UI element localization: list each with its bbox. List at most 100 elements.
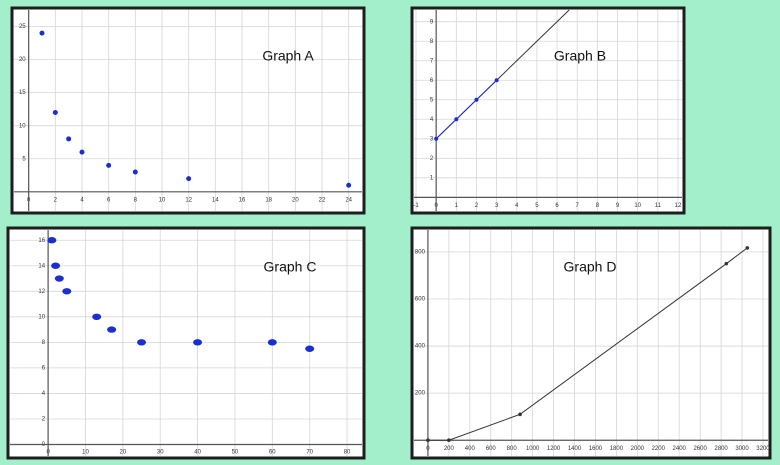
x-tick-label: 80	[344, 450, 351, 456]
chart-panel: 0200400600800100012001400160018002000220…	[410, 226, 772, 460]
chart-panel: -10123456789101112123456789Graph B	[410, 6, 686, 215]
x-tick-label: 30	[157, 450, 164, 456]
x-tick-label: 70	[306, 450, 313, 456]
point	[107, 326, 117, 333]
x-tick-label: 800	[507, 446, 518, 452]
x-tick-label: 200	[444, 446, 455, 452]
y-tick-label: 12	[38, 289, 45, 295]
x-tick-label: 400	[465, 446, 476, 452]
chart-panel: 024681012141618202224510152025Graph A	[10, 6, 366, 215]
y-tick-label: 10	[38, 314, 45, 320]
y-tick-label: 1	[430, 175, 434, 181]
x-tick-label: 1200	[547, 446, 561, 452]
x-tick-label: 600	[486, 446, 497, 452]
point	[132, 169, 138, 175]
y-tick-label: 9	[430, 19, 434, 25]
point	[267, 339, 277, 346]
point	[474, 97, 479, 102]
point	[79, 149, 85, 155]
x-tick-label: 2400	[673, 446, 687, 452]
y-tick-label: 14	[38, 263, 45, 269]
x-tick-label: 1	[455, 203, 459, 209]
y-tick-label: 6	[430, 78, 434, 84]
x-tick-label: 14	[212, 197, 219, 203]
x-tick-label: 2800	[714, 446, 728, 452]
x-tick-label: 18	[265, 197, 272, 203]
y-tick-label: 3	[430, 136, 434, 142]
x-tick-label: 10	[159, 197, 166, 203]
chart-title: Graph A	[262, 48, 314, 64]
x-tick-label: 8	[134, 197, 138, 203]
point	[518, 412, 522, 417]
x-tick-label: 2600	[693, 446, 707, 452]
x-tick-label: 2	[475, 203, 479, 209]
y-tick-label: 8	[42, 340, 46, 346]
y-tick-label: 25	[19, 24, 26, 30]
x-tick-label: 50	[232, 450, 239, 456]
y-tick-label: 600	[415, 297, 426, 303]
y-tick-label: 2	[42, 417, 46, 423]
x-tick-label: 2	[54, 197, 58, 203]
chart-panel: 010203040506070800246810121416Graph C	[6, 226, 366, 460]
panel-frame	[410, 226, 772, 460]
x-tick-label: 6	[555, 203, 559, 209]
point	[137, 339, 147, 346]
x-tick-label: 2000	[631, 446, 645, 452]
x-tick-label: 3	[495, 203, 499, 209]
x-tick-label: 24	[345, 197, 352, 203]
line	[435, 79, 497, 140]
point	[106, 162, 112, 168]
x-tick-label: 12	[675, 203, 682, 209]
point	[52, 109, 58, 115]
x-tick-label: 40	[194, 450, 201, 456]
x-tick-label: 60	[269, 450, 276, 456]
y-tick-label: 20	[19, 57, 26, 63]
y-tick-label: 200	[415, 391, 426, 397]
x-tick-label: 5	[535, 203, 539, 209]
panel-frame	[10, 6, 366, 215]
point	[51, 262, 61, 269]
x-tick-label: -1	[413, 203, 419, 209]
point	[346, 182, 352, 188]
x-tick-label: 10	[82, 450, 89, 456]
point	[454, 117, 459, 122]
chart-title: Graph C	[264, 259, 317, 275]
x-tick-label: 1600	[589, 446, 603, 452]
y-tick-label: 5	[22, 156, 26, 162]
point	[724, 261, 729, 266]
x-tick-label: 16	[239, 197, 246, 203]
x-tick-label: 6	[107, 197, 111, 203]
panel-frame	[6, 226, 366, 460]
y-tick-label: 16	[38, 238, 45, 244]
x-tick-label: 8	[596, 203, 600, 209]
x-tick-label: 10	[634, 203, 641, 209]
x-tick-label: 4	[515, 203, 519, 209]
x-tick-label: 3200	[756, 446, 770, 452]
point	[494, 78, 499, 83]
x-tick-label: 20	[120, 450, 127, 456]
point	[193, 339, 203, 346]
y-tick-label: 15	[19, 90, 26, 96]
x-tick-label: 4	[80, 197, 84, 203]
point	[66, 136, 72, 142]
chart-title: Graph D	[564, 259, 617, 275]
x-tick-label: 11	[655, 203, 662, 209]
x-tick-label: 20	[292, 197, 299, 203]
point	[447, 438, 451, 443]
point	[186, 176, 192, 182]
y-tick-label: 400	[415, 344, 426, 350]
y-tick-label: 4	[42, 391, 46, 397]
chart-title: Graph B	[554, 48, 606, 64]
point	[54, 275, 64, 282]
x-tick-label: 12	[185, 197, 192, 203]
x-tick-label: 1000	[526, 446, 540, 452]
y-tick-label: 800	[415, 249, 426, 255]
y-tick-label: 2	[430, 156, 434, 162]
point	[426, 438, 430, 443]
point	[745, 246, 750, 250]
x-tick-label: 2200	[652, 446, 666, 452]
point	[39, 30, 45, 36]
panel-frame	[410, 6, 686, 215]
